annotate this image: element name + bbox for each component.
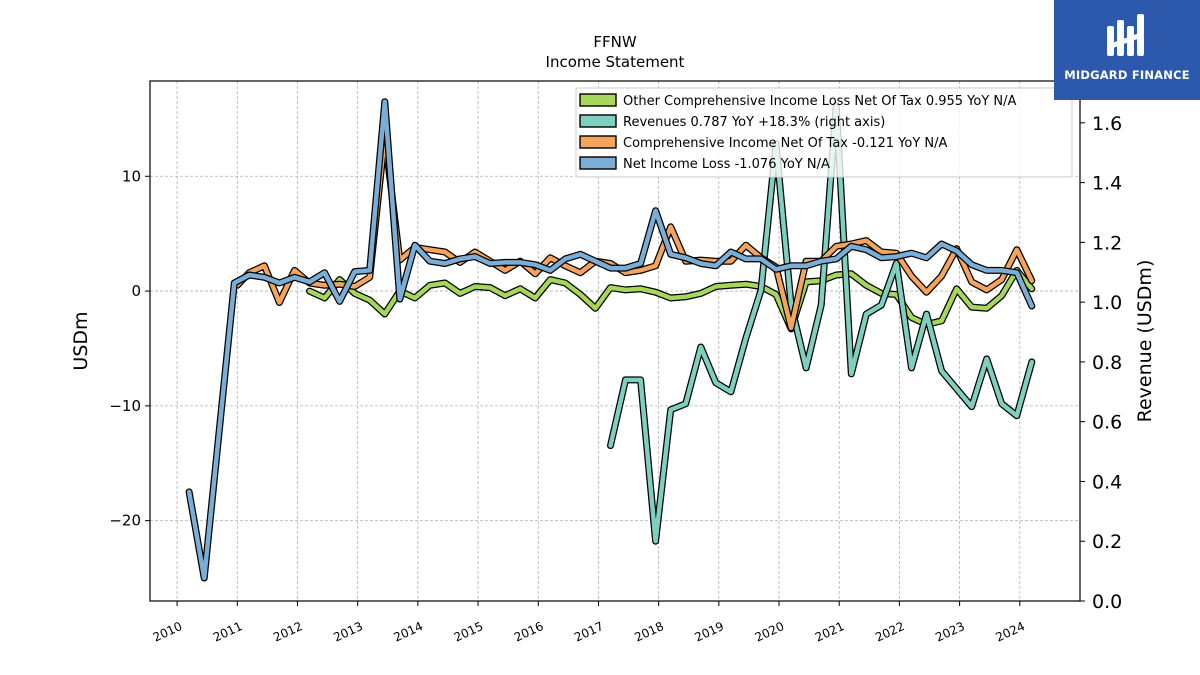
series-line (186, 99, 1035, 581)
x-tick-label: 2021 (813, 619, 847, 645)
right-tick-label: 0.8 (1092, 352, 1122, 374)
x-tick-label: 2023 (933, 619, 967, 645)
midgard-logo-icon (1107, 14, 1144, 56)
x-tick-label: 2018 (632, 619, 666, 645)
left-axis-label: USDm (70, 311, 92, 370)
legend-label: Revenues 0.787 YoY +18.3% (right axis) (623, 115, 885, 130)
right-tick-label: 0.6 (1092, 412, 1122, 434)
x-tick-label: 2015 (452, 619, 486, 645)
legend-swatch (579, 156, 617, 170)
left-axis: −20 −10 0 10 (109, 167, 150, 530)
series-0 (306, 266, 1036, 333)
left-tick-label: −20 (109, 512, 141, 530)
right-tick-label: 1.4 (1092, 173, 1122, 195)
series-1 (607, 101, 1036, 545)
legend-label: Comprehensive Income Net Of Tax -0.121 Y… (623, 136, 948, 151)
legend-label: Net Income Loss -1.076 YoY N/A (623, 157, 830, 172)
legend-swatch (579, 135, 617, 149)
x-tick-label: 2011 (211, 619, 245, 645)
x-tick-label: 2012 (271, 619, 305, 645)
series-line (307, 268, 1035, 332)
right-tick-label: 1.2 (1092, 232, 1122, 254)
x-tick-label: 2013 (331, 619, 365, 645)
right-axis-label: Revenue (USDm) (1134, 260, 1156, 423)
chart-title: FFNW (593, 33, 636, 51)
x-axis: 2010 2011 2012 2013 2014 2015 2016 2017 2018 2019… (151, 601, 1027, 645)
legend: Other Comprehensive Income Loss Net Of T… (575, 87, 1073, 178)
series-layer (185, 98, 1036, 582)
legend-label: Other Comprehensive Income Loss Net Of T… (623, 94, 1017, 109)
left-tick-label: 0 (131, 282, 141, 300)
left-tick-label: −10 (109, 397, 141, 415)
right-tick-label: 0.4 (1092, 471, 1122, 493)
right-tick-label: 0.0 (1092, 591, 1122, 613)
x-tick-label: 2014 (392, 619, 426, 645)
legend-box (575, 87, 1073, 178)
series-3 (185, 98, 1036, 582)
right-tick-label: 1.6 (1092, 113, 1122, 135)
x-tick-label: 2020 (753, 619, 787, 645)
brand-name: MIDGARD FINANCE (1064, 68, 1190, 82)
x-tick-label: 2017 (572, 619, 606, 645)
x-tick-label: 2024 (993, 619, 1027, 645)
left-tick-label: 10 (122, 167, 141, 185)
brand-logo: MIDGARD FINANCE (1054, 0, 1200, 100)
right-axis: 0.0 0.2 0.4 0.6 0.8 1.0 1.2 1.4 1.6 (1080, 113, 1122, 613)
plot-frame (149, 80, 1081, 602)
x-tick-label: 2016 (512, 619, 546, 645)
chart-subtitle: Income Statement (546, 53, 685, 71)
x-tick-label: 2010 (151, 619, 185, 645)
legend-swatch (579, 114, 617, 128)
x-tick-label: 2022 (873, 619, 907, 645)
right-tick-label: 0.2 (1092, 531, 1122, 553)
right-tick-label: 1.0 (1092, 292, 1122, 314)
legend-swatch (579, 93, 617, 107)
x-tick-label: 2019 (693, 619, 727, 645)
series-line (608, 102, 1035, 544)
